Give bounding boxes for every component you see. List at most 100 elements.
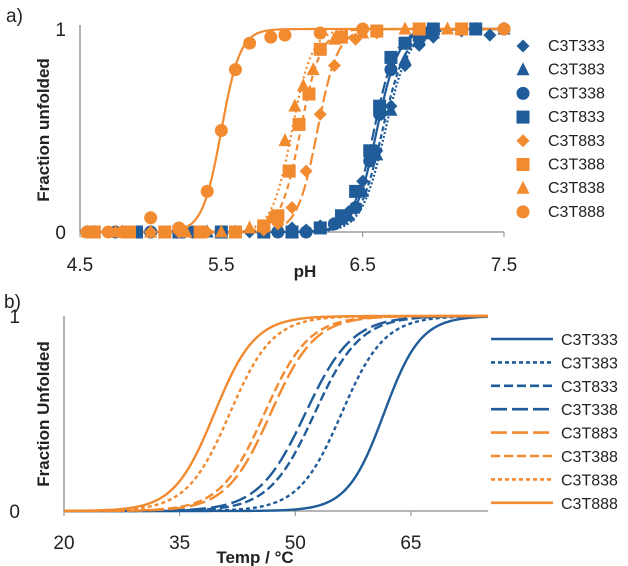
panel-a-legend-label-C3T888: C3T888 [548, 204, 605, 221]
panel-a-point-C3T838 [243, 220, 257, 234]
panel-a-point-C3T838 [296, 78, 310, 92]
panel-a-point-C3T888 [172, 221, 186, 235]
panel-a-legend-marker-C3T888 [516, 205, 530, 219]
panel-a-legend-label-C3T333: C3T333 [548, 38, 605, 55]
panel-b-legend-label-C3T338: C3T338 [561, 402, 618, 419]
panel-a-point-C3T833 [334, 209, 348, 223]
panel-a-point-C3T833 [398, 36, 412, 50]
panel-b-tick-labels: 20 35 50 65 0 1 [9, 307, 421, 554]
panel-a-point-C3T838 [398, 21, 412, 35]
panel-a-x-tick-label: 5.5 [208, 255, 234, 276]
panel-a-legend-marker-C3T838 [516, 180, 530, 194]
panel-b-legend-label-C3T388: C3T388 [561, 449, 618, 466]
panel-b-legend-label-C3T838: C3T838 [561, 472, 618, 489]
panel-a-y-axis-title: Fraction unfolded [34, 58, 53, 202]
panel-b-legend-label-C3T383: C3T383 [561, 355, 618, 372]
panel-b-legend-label-C3T888: C3T888 [561, 496, 618, 513]
panel-b-curves [63, 314, 489, 513]
panel-b-y-tick-label: 0 [9, 502, 20, 523]
panel-a-point-C3T333 [483, 28, 497, 42]
panel-a-point-C3T388 [158, 225, 172, 239]
panel-a-point-C3T888 [80, 225, 94, 239]
panel-a-legend-label-C3T833: C3T833 [548, 109, 605, 126]
panel-a-point-C3T883 [327, 59, 341, 73]
panel-a-point-C3T838 [264, 210, 278, 224]
panel-a-legend-marker-C3T388 [516, 158, 530, 171]
panel-a-x-tick-label: 4.5 [67, 255, 93, 276]
panel-a-point-C3T833 [363, 144, 377, 158]
panel-a-point-C3T833 [426, 22, 440, 36]
panel-a-y-tick-label: 1 [55, 20, 66, 41]
panel-a-point-C3T833 [285, 225, 299, 239]
panel-b-curve-C3T338 [64, 314, 488, 513]
panel-b-y-axis-title: Fraction Unfolded [34, 341, 53, 486]
panel-b-legend-label-C3T333: C3T333 [561, 332, 618, 349]
panel-a-point-C3T888 [497, 22, 511, 36]
panel-a-point-C3T338 [271, 225, 285, 239]
panel-a-legend-label-C3T388: C3T388 [548, 157, 605, 174]
panel-b-label: b) [4, 292, 21, 313]
panel-a-point-C3T883 [299, 164, 313, 178]
panel-b-x-tick-label: 65 [400, 533, 421, 554]
panel-a-legend-marker-C3T338 [516, 86, 530, 100]
panel-a-point-C3T888 [214, 124, 228, 137]
panel-a-point-C3T388 [455, 22, 469, 36]
panel-a-point-C3T338 [299, 225, 313, 239]
panel-a-point-C3T338 [349, 201, 363, 215]
panel-a-point-C3T338 [384, 63, 398, 77]
panel-a-x-tick-label: 6.5 [349, 255, 375, 276]
panel-b-x-tick-label: 20 [53, 533, 74, 554]
panel-a-point-C3T838 [440, 21, 454, 35]
panel-a-point-C3T888 [313, 26, 327, 40]
panel-b-x-tick-label: 35 [169, 533, 190, 554]
panel-a-point-C3T333 [356, 174, 370, 188]
panel-a-point-C3T833 [313, 221, 327, 235]
panel-a-legend-label-C3T383: C3T383 [548, 62, 605, 79]
panel-a-tick-labels: 4.5 5.5 6.5 7.5 0 1 [55, 20, 517, 276]
panel-a-point-C3T833 [469, 22, 483, 36]
panel-a-legend-marker-C3T833 [516, 110, 530, 124]
panel-a-point-C3T383 [384, 102, 398, 116]
panel-a-point-C3T888 [101, 225, 115, 239]
panel-a-point-C3T888 [264, 30, 278, 44]
panel-b-legend: C3T333 C3T383 C3T833 C3T338 C3T883 C3T388 C3T8… [491, 332, 618, 513]
panel-a-x-tick-label: 7.5 [491, 255, 517, 276]
panel-a-point-C3T833 [384, 50, 398, 64]
panel-a-x-axis-title: pH [294, 262, 317, 281]
panel-a-point-C3T388 [412, 22, 426, 36]
panel-a-point-C3T838 [327, 31, 341, 45]
panel-a-legend: C3T333 C3T383 C3T338 C3T833 C3T883 C3T388 C3T8… [516, 38, 605, 221]
panel-b-x-axis-title: Temp / °C [216, 548, 293, 566]
panel-a-label: a) [6, 6, 23, 27]
panel-b-axes [63, 316, 488, 516]
panel-a-point-C3T888 [200, 184, 214, 198]
panel-a-point-C3T388 [282, 164, 296, 178]
panel-b-legend-label-C3T833: C3T833 [561, 379, 618, 396]
panel-a-point-C3T838 [278, 133, 292, 147]
panel-b-curve-C3T388 [64, 314, 488, 513]
panel-a-point-C3T833 [373, 99, 387, 113]
panel-a-point-C3T888 [278, 28, 292, 42]
panel-a-y-tick-label: 0 [55, 223, 66, 244]
panel-a-point-C3T838 [306, 62, 320, 76]
panel-b-curve-C3T883 [64, 314, 488, 513]
panel-a-point-C3T388 [193, 225, 207, 239]
panel-a-legend-label-C3T883: C3T883 [548, 133, 605, 150]
panel-a-legend-label-C3T338: C3T338 [548, 85, 605, 102]
panel-b-curve-C3T838 [63, 314, 488, 513]
panel-a: a) 4.5 5.5 6.5 7.5 0 1 pH Fraction unfolded C… [6, 6, 605, 281]
panel-a-point-C3T388 [292, 117, 306, 131]
panel-a-point-C3T888 [243, 36, 257, 50]
panel-b-y-tick-label: 1 [9, 307, 20, 328]
panel-a-point-C3T838 [288, 98, 302, 112]
panel-a-data-points [80, 21, 511, 239]
panel-a-legend-label-C3T838: C3T838 [548, 180, 605, 197]
panel-a-point-C3T833 [349, 184, 363, 198]
panel-b-curve-C3T333 [64, 315, 489, 513]
panel-a-point-C3T388 [370, 24, 384, 38]
panel-a-point-C3T838 [179, 224, 193, 238]
panel-a-legend-marker-C3T383 [516, 62, 530, 76]
panel-a-point-C3T338 [363, 154, 377, 168]
panel-a-point-C3T838 [214, 224, 228, 238]
